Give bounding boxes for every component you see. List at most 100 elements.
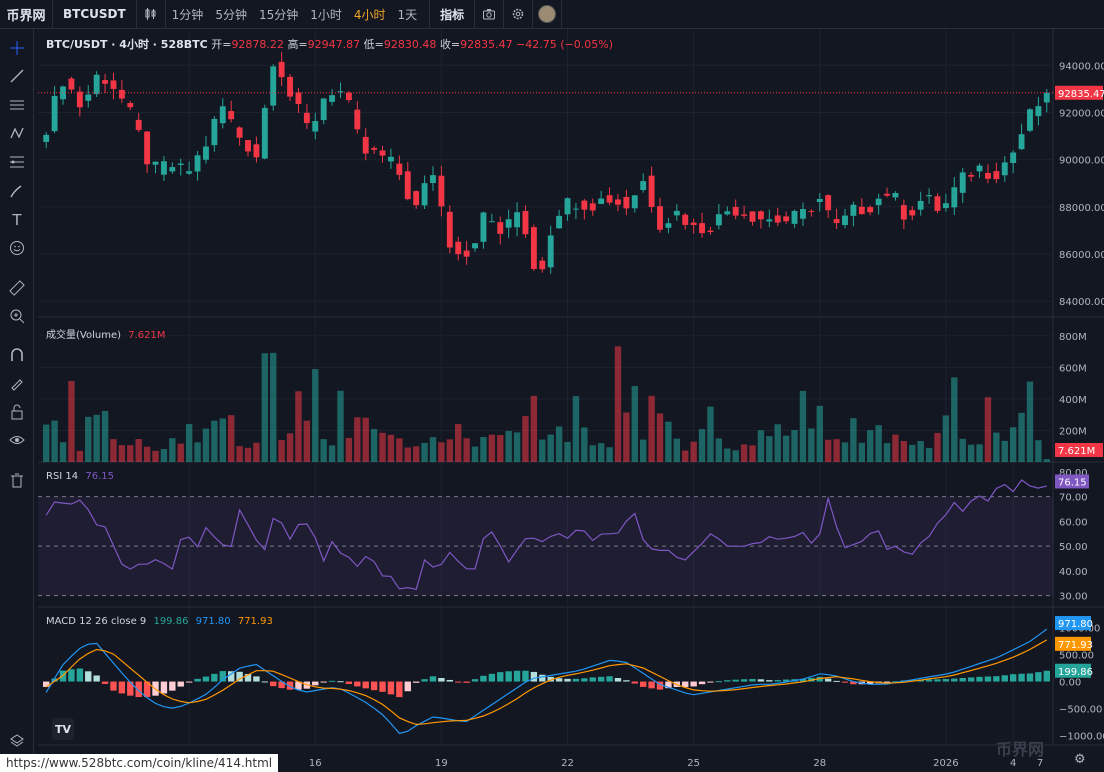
price-tick-label: 86000.00 [1059, 250, 1104, 261]
fib-icon[interactable] [6, 151, 28, 173]
trash-icon[interactable] [6, 469, 28, 491]
chart-title: BTC/USDT · 4小时 · 528BTC [46, 38, 208, 51]
settings-gear-icon[interactable] [504, 0, 534, 28]
macd-histogram-bar [1018, 673, 1025, 682]
macd-histogram-bar [270, 681, 277, 687]
macd-histogram-bar [404, 681, 411, 692]
eye-icon[interactable] [6, 429, 28, 451]
candle-body [640, 181, 647, 191]
volume-bar [942, 415, 950, 462]
candle-body [1035, 106, 1042, 117]
macd-histogram-bar [497, 672, 504, 682]
volume-tick-label: 400M [1059, 395, 1087, 406]
volume-bar [446, 439, 453, 462]
volume-bar [1018, 412, 1025, 462]
interval-1d[interactable]: 1天 [397, 7, 418, 22]
interval-4h[interactable]: 4小时 [353, 7, 386, 22]
pattern-icon[interactable] [6, 122, 28, 144]
macd-histogram-bar [749, 678, 756, 682]
volume-bar [698, 429, 706, 462]
candle-body [564, 198, 571, 215]
brush-icon[interactable] [6, 180, 28, 202]
horizontal-lines-icon[interactable] [6, 94, 28, 116]
candle-body [76, 91, 83, 108]
macd-histogram-bar [1043, 670, 1050, 682]
candle-body [547, 235, 554, 268]
candle-body [211, 118, 218, 146]
volume-bar [808, 428, 815, 462]
volume-bar [682, 450, 689, 462]
change-value: −42.75 (−0.05%) [516, 38, 614, 51]
ruler-icon[interactable] [6, 277, 28, 299]
camera-icon[interactable] [475, 0, 505, 28]
volume-bar [597, 443, 605, 462]
volume-bar [614, 346, 622, 462]
settings-gear-icon[interactable]: ⚙ [1074, 752, 1086, 767]
candle-body [917, 200, 924, 210]
volume-bar [564, 441, 571, 462]
volume-bar [934, 432, 941, 462]
interval-5m[interactable]: 5分钟 [215, 7, 247, 22]
macd-histogram-bar [244, 674, 252, 682]
volume-bar [135, 439, 142, 462]
macd-histogram-bar [740, 679, 748, 682]
crosshair-icon[interactable] [6, 37, 28, 59]
candle-body [169, 167, 176, 172]
macd-histogram-bar [1009, 674, 1017, 682]
macd-histogram-bar [101, 681, 109, 684]
volume-bar [816, 405, 823, 462]
trend-line-icon[interactable] [6, 65, 28, 87]
candle-body [690, 222, 697, 226]
volume-bar [286, 433, 294, 462]
user-avatar[interactable] [533, 0, 563, 28]
volume-bar [261, 353, 269, 462]
interval-1m[interactable]: 1分钟 [171, 7, 204, 22]
chart-type-icon[interactable] [137, 0, 166, 28]
macd-histogram-bar [942, 678, 950, 682]
lock-icon[interactable] [6, 401, 28, 423]
candle-body [497, 222, 504, 234]
macd-histogram-bar [757, 679, 765, 682]
volume-bar [656, 413, 664, 462]
site-logo[interactable]: 币界网 [0, 0, 53, 28]
macd-histogram-bar [127, 681, 134, 696]
candle-body [842, 215, 848, 226]
text-tool-icon[interactable]: T [12, 211, 22, 229]
volume-bar [522, 416, 529, 462]
magnet-icon[interactable] [6, 344, 28, 366]
volume-bar [967, 444, 975, 462]
macd-histogram-bar [85, 671, 92, 682]
interval-1h[interactable]: 1小时 [310, 7, 342, 22]
macd-histogram-bar [379, 681, 386, 692]
tradingview-logo[interactable]: TV [52, 718, 74, 740]
macd-histogram-bar [396, 681, 403, 698]
interval-15m[interactable]: 15分钟 [258, 7, 299, 22]
volume-bar [799, 390, 807, 462]
macd-hist-last-badge [1055, 663, 1091, 678]
candle-body [203, 146, 209, 160]
candle-body [951, 187, 958, 208]
volume-bar [959, 438, 966, 462]
candle-body [589, 203, 596, 211]
candle-body [430, 175, 436, 183]
layers-icon[interactable] [6, 729, 28, 751]
macd-tick-label: 0.00 [1059, 678, 1081, 689]
macd-histogram-bar [110, 681, 117, 691]
volume-bar [227, 415, 235, 462]
volume-bar [976, 444, 983, 462]
macd-histogram-bar [488, 673, 496, 682]
candle-body [732, 206, 739, 216]
volume-bar [555, 426, 563, 462]
macd-histogram-bar [993, 676, 1000, 682]
macd-histogram-bar [412, 681, 420, 683]
candle-body [968, 174, 975, 177]
zoom-in-icon[interactable] [6, 305, 28, 327]
indicators-button[interactable]: 指标 [430, 0, 476, 28]
macd-histogram-bar [185, 681, 193, 683]
macd-histogram-bar [959, 677, 966, 682]
lock-drawing-icon[interactable] [6, 372, 28, 394]
candle-body [261, 107, 268, 159]
emoji-icon[interactable] [6, 237, 28, 259]
symbol-selector[interactable]: BTCUSDT [53, 0, 137, 28]
